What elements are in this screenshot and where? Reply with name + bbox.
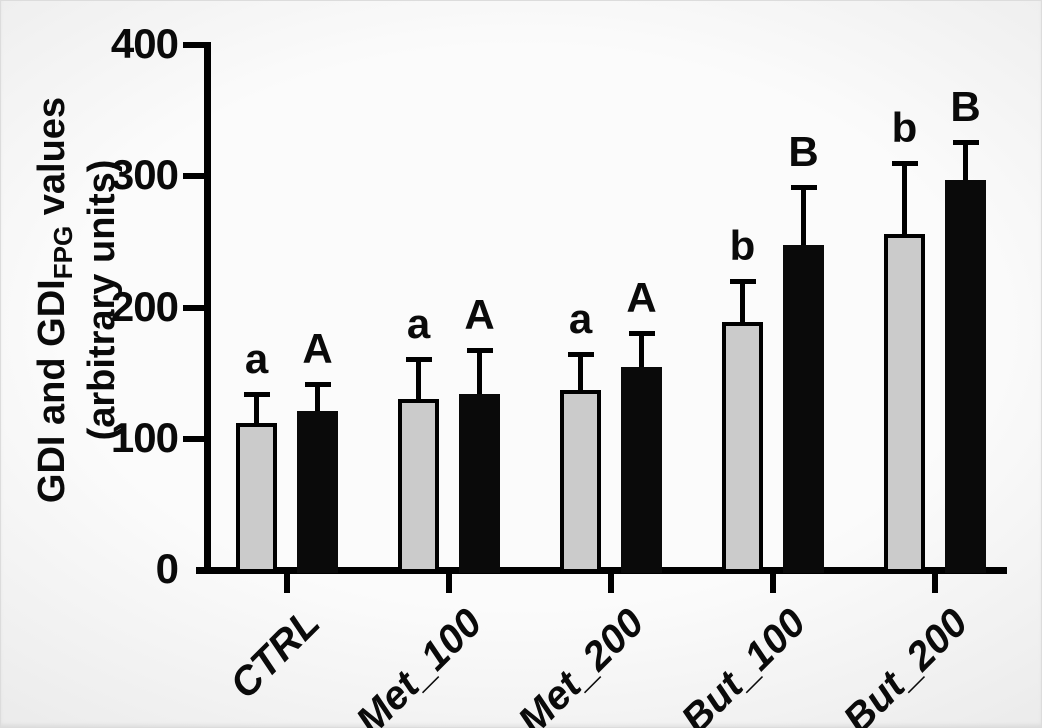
error-bar-cap xyxy=(790,185,817,191)
significance-letter: a xyxy=(406,300,431,348)
y-tick-label: 0 xyxy=(155,545,179,593)
y-tick xyxy=(183,435,207,442)
x-tick xyxy=(932,574,938,593)
x-category-label: But_100 xyxy=(673,600,815,728)
bar-gdi-met_200 xyxy=(560,390,601,573)
significance-letter: b xyxy=(729,221,756,269)
error-bar-line xyxy=(315,384,320,420)
error-bar-cap xyxy=(466,348,493,354)
significance-letter: a xyxy=(568,295,593,343)
x-tick xyxy=(446,574,452,593)
y-tick-label: 200 xyxy=(110,282,179,330)
x-tick xyxy=(284,574,290,593)
x-category-label: Met_100 xyxy=(347,600,491,728)
significance-letter: a xyxy=(244,334,269,382)
y-axis-title-subscript: FPG xyxy=(48,225,78,280)
x-category-label: Met_200 xyxy=(509,600,653,728)
significance-letter: B xyxy=(788,128,819,176)
x-axis-line xyxy=(196,567,1007,574)
error-bar-line xyxy=(801,187,806,253)
y-tick xyxy=(183,173,207,180)
x-tick xyxy=(608,574,614,593)
y-tick xyxy=(183,304,207,311)
x-category-label: CTRL xyxy=(222,600,329,708)
error-bar-cap xyxy=(628,331,655,337)
error-bar-cap xyxy=(567,352,594,358)
error-bar-line xyxy=(639,333,644,375)
bar-gdi-met_100 xyxy=(398,399,439,573)
significance-letter: A xyxy=(302,325,333,373)
y-axis-line xyxy=(204,42,211,573)
error-bar-line xyxy=(578,354,583,399)
error-bar-cap xyxy=(729,278,756,284)
bar-gdi-fpg-but_100 xyxy=(783,244,824,573)
y-tick-label: 300 xyxy=(110,151,179,199)
error-bar-line xyxy=(477,350,482,403)
x-category-label: But_200 xyxy=(835,600,977,728)
y-tick xyxy=(183,42,207,48)
error-bar-cap xyxy=(304,382,331,388)
bar-gdi-ctrl xyxy=(236,423,277,573)
x-tick xyxy=(770,574,776,593)
error-bar-line xyxy=(902,162,907,242)
bar-gdi-fpg-but_200 xyxy=(945,180,986,573)
error-bar-cap xyxy=(952,139,979,145)
significance-letter: b xyxy=(891,103,918,151)
error-bar-cap xyxy=(891,160,918,166)
significance-letter: A xyxy=(626,274,657,322)
bar-gdi-but_100 xyxy=(722,321,763,573)
bar-gdi-but_200 xyxy=(884,234,925,573)
significance-letter: B xyxy=(950,82,981,130)
y-tick-label: 400 xyxy=(110,20,179,68)
significance-letter: A xyxy=(464,291,495,339)
error-bar-cap xyxy=(243,391,270,397)
bar-gdi-fpg-met_200 xyxy=(621,366,662,573)
error-bar-line xyxy=(963,141,968,189)
bar-gdi-fpg-ctrl xyxy=(297,411,338,573)
error-bar-line xyxy=(254,393,259,431)
error-bar-cap xyxy=(405,357,432,363)
error-bar-line xyxy=(740,280,745,330)
error-bar-line xyxy=(416,359,421,408)
bar-gdi-fpg-met_100 xyxy=(459,394,500,573)
y-tick-label: 100 xyxy=(110,413,179,461)
